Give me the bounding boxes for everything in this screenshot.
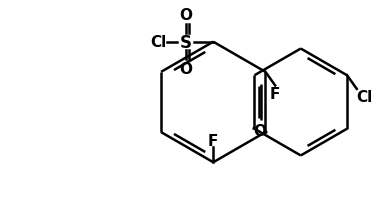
Text: Cl: Cl: [357, 90, 373, 105]
Text: F: F: [208, 134, 219, 149]
Text: O: O: [179, 8, 192, 23]
Text: S: S: [180, 34, 192, 51]
Text: O: O: [179, 62, 192, 77]
Text: F: F: [270, 86, 280, 101]
Text: O: O: [254, 123, 266, 138]
Text: Cl: Cl: [151, 35, 167, 50]
